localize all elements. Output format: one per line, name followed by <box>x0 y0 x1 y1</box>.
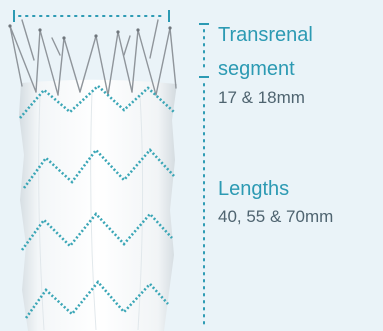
lengths-value: 40, 55 & 70mm <box>218 207 334 226</box>
length-dimension-marker <box>199 23 209 327</box>
transrenal-title-line2: segment <box>218 58 295 80</box>
fabric-folds <box>38 91 144 331</box>
stent-ring-3 <box>20 212 173 251</box>
stent-ring-2 <box>22 147 175 189</box>
width-dimension-marker <box>13 10 170 22</box>
transrenal-title-line1: Transrenal <box>218 24 313 46</box>
lengths-title: Lengths <box>218 178 290 200</box>
graft-fabric <box>19 79 177 331</box>
transrenal-value: 17 & 18mm <box>218 88 305 107</box>
stent-ring-4 <box>24 279 169 319</box>
stent-barbs <box>8 24 172 40</box>
stent-ring-1 <box>19 84 175 119</box>
